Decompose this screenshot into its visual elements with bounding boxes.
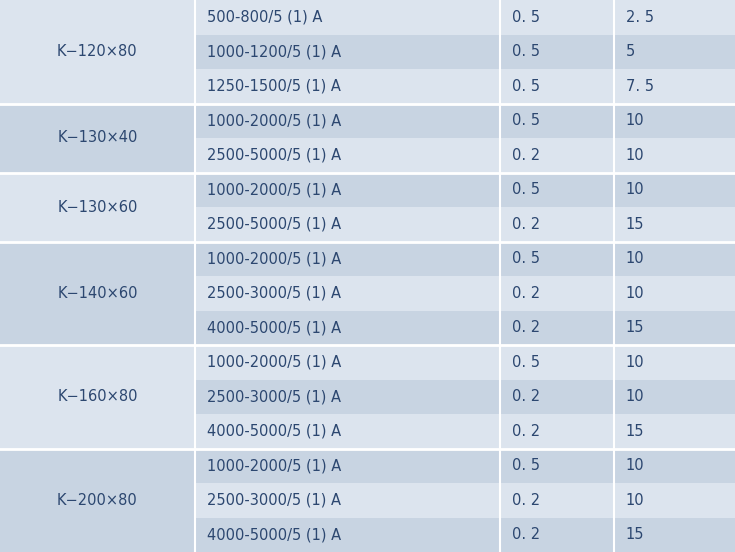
Text: K−120×80: K−120×80 xyxy=(57,44,137,59)
Text: 0. 2: 0. 2 xyxy=(512,286,540,301)
Text: 15: 15 xyxy=(625,527,644,542)
Bar xyxy=(0,276,195,310)
Text: 0. 5: 0. 5 xyxy=(512,355,539,370)
Text: 500-800/5 (1) A: 500-800/5 (1) A xyxy=(207,10,322,25)
Bar xyxy=(0,0,195,34)
Bar xyxy=(0,518,195,552)
Text: 0. 2: 0. 2 xyxy=(512,320,540,335)
Bar xyxy=(0,242,195,276)
Bar xyxy=(0,310,195,345)
Bar xyxy=(0,207,195,242)
Text: 0. 5: 0. 5 xyxy=(512,251,539,266)
Text: 1000-2000/5 (1) A: 1000-2000/5 (1) A xyxy=(207,458,341,473)
Text: 10: 10 xyxy=(625,458,645,473)
Text: 0. 5: 0. 5 xyxy=(512,10,539,25)
Text: 0. 2: 0. 2 xyxy=(512,148,540,163)
Bar xyxy=(195,448,735,483)
Bar xyxy=(195,242,735,276)
Bar xyxy=(195,380,735,414)
Bar xyxy=(0,483,195,518)
Text: K−130×40: K−130×40 xyxy=(57,130,137,146)
Bar xyxy=(0,448,195,483)
Text: 2500-5000/5 (1) A: 2500-5000/5 (1) A xyxy=(207,148,341,163)
Bar xyxy=(195,310,735,345)
Bar xyxy=(195,207,735,242)
Text: 0. 5: 0. 5 xyxy=(512,458,539,473)
Text: 10: 10 xyxy=(625,389,645,404)
Text: 4000-5000/5 (1) A: 4000-5000/5 (1) A xyxy=(207,527,341,542)
Text: 15: 15 xyxy=(625,320,644,335)
Text: 15: 15 xyxy=(625,217,644,232)
Bar xyxy=(195,483,735,518)
Text: 1000-2000/5 (1) A: 1000-2000/5 (1) A xyxy=(207,182,341,197)
Text: 1000-2000/5 (1) A: 1000-2000/5 (1) A xyxy=(207,355,341,370)
Text: 4000-5000/5 (1) A: 4000-5000/5 (1) A xyxy=(207,424,341,439)
Bar xyxy=(0,380,195,414)
Bar xyxy=(195,414,735,448)
Text: 2. 5: 2. 5 xyxy=(625,10,653,25)
Text: 5: 5 xyxy=(625,44,635,59)
Text: 2500-5000/5 (1) A: 2500-5000/5 (1) A xyxy=(207,217,341,232)
Text: 1000-1200/5 (1) A: 1000-1200/5 (1) A xyxy=(207,44,341,59)
Text: 10: 10 xyxy=(625,113,645,128)
Bar xyxy=(195,518,735,552)
Bar xyxy=(0,104,195,138)
Text: 2500-3000/5 (1) A: 2500-3000/5 (1) A xyxy=(207,493,341,508)
Bar xyxy=(195,138,735,172)
Text: 1250-1500/5 (1) A: 1250-1500/5 (1) A xyxy=(207,79,340,94)
Text: 0. 2: 0. 2 xyxy=(512,493,540,508)
Bar xyxy=(195,104,735,138)
Bar xyxy=(0,138,195,172)
Text: 0. 5: 0. 5 xyxy=(512,44,539,59)
Bar xyxy=(195,0,735,34)
Bar xyxy=(195,276,735,310)
Text: 7. 5: 7. 5 xyxy=(625,79,653,94)
Text: 0. 2: 0. 2 xyxy=(512,527,540,542)
Bar xyxy=(0,172,195,207)
Text: K−160×80: K−160×80 xyxy=(57,389,137,404)
Text: 0. 2: 0. 2 xyxy=(512,217,540,232)
Bar xyxy=(195,345,735,380)
Text: 15: 15 xyxy=(625,424,644,439)
Text: 0. 5: 0. 5 xyxy=(512,79,539,94)
Text: K−130×60: K−130×60 xyxy=(57,199,137,215)
Text: 10: 10 xyxy=(625,493,645,508)
Text: 1000-2000/5 (1) A: 1000-2000/5 (1) A xyxy=(207,113,341,128)
Bar xyxy=(0,34,195,69)
Bar xyxy=(195,34,735,69)
Bar xyxy=(0,414,195,448)
Text: 10: 10 xyxy=(625,286,645,301)
Text: 10: 10 xyxy=(625,148,645,163)
Bar xyxy=(0,69,195,104)
Text: 0. 5: 0. 5 xyxy=(512,182,539,197)
Text: K−200×80: K−200×80 xyxy=(57,493,137,508)
Text: 4000-5000/5 (1) A: 4000-5000/5 (1) A xyxy=(207,320,341,335)
Bar xyxy=(195,172,735,207)
Text: 2500-3000/5 (1) A: 2500-3000/5 (1) A xyxy=(207,389,341,404)
Text: 2500-3000/5 (1) A: 2500-3000/5 (1) A xyxy=(207,286,341,301)
Text: 0. 2: 0. 2 xyxy=(512,389,540,404)
Text: 1000-2000/5 (1) A: 1000-2000/5 (1) A xyxy=(207,251,341,266)
Text: 0. 5: 0. 5 xyxy=(512,113,539,128)
Bar xyxy=(195,69,735,104)
Text: K−140×60: K−140×60 xyxy=(57,286,137,301)
Text: 10: 10 xyxy=(625,355,645,370)
Text: 10: 10 xyxy=(625,251,645,266)
Text: 10: 10 xyxy=(625,182,645,197)
Bar xyxy=(0,345,195,380)
Text: 0. 2: 0. 2 xyxy=(512,424,540,439)
